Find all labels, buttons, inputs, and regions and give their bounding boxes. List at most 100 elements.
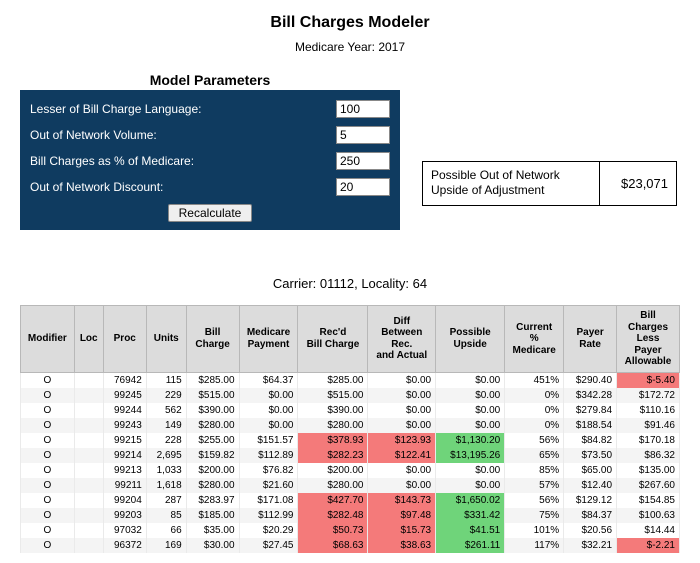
cell-recd: $50.73 xyxy=(298,523,368,538)
recalculate-button[interactable]: Recalculate xyxy=(168,204,253,222)
cell-mod: O xyxy=(21,463,75,478)
table-row: O992111,618$280.00$21.60$280.00$0.00$0.0… xyxy=(21,478,680,493)
page-title: Bill Charges Modeler xyxy=(20,14,680,32)
cell-upside: $331.42 xyxy=(436,508,505,523)
cell-upside: $0.00 xyxy=(436,478,505,493)
oon-discount-input[interactable] xyxy=(336,178,390,196)
cell-upside: $1,130.20 xyxy=(436,433,505,448)
lesser-input[interactable] xyxy=(336,100,390,118)
cell-pct: 85% xyxy=(505,463,564,478)
column-header: Proc xyxy=(103,306,146,373)
cell-pct: 56% xyxy=(505,433,564,448)
cell-proc: 99214 xyxy=(103,448,146,463)
cell-mod: O xyxy=(21,508,75,523)
cell-less: $110.16 xyxy=(617,403,680,418)
cell-mod: O xyxy=(21,388,75,403)
cell-loc xyxy=(74,448,103,463)
cell-recd: $390.00 xyxy=(298,403,368,418)
cell-upside: $41.51 xyxy=(436,523,505,538)
cell-mod: O xyxy=(21,418,75,433)
cell-upside: $261.11 xyxy=(436,538,505,553)
cell-proc: 99211 xyxy=(103,478,146,493)
cell-payer: $342.28 xyxy=(564,388,617,403)
cell-payer: $32.21 xyxy=(564,538,617,553)
cell-medpay: $0.00 xyxy=(239,388,298,403)
cell-medpay: $171.08 xyxy=(239,493,298,508)
cell-bill: $283.97 xyxy=(186,493,239,508)
cell-pct: 75% xyxy=(505,508,564,523)
cell-units: 149 xyxy=(146,418,186,433)
cell-proc: 99203 xyxy=(103,508,146,523)
cell-units: 228 xyxy=(146,433,186,448)
cell-payer: $12.40 xyxy=(564,478,617,493)
pct-medicare-label: Bill Charges as % of Medicare: xyxy=(30,154,194,168)
cell-proc: 99215 xyxy=(103,433,146,448)
cell-medpay: $21.60 xyxy=(239,478,298,493)
oon-volume-input[interactable] xyxy=(336,126,390,144)
cell-loc xyxy=(74,403,103,418)
upside-label: Possible Out of Network Upside of Adjust… xyxy=(423,162,600,205)
cell-upside: $13,195.26 xyxy=(436,448,505,463)
cell-bill: $185.00 xyxy=(186,508,239,523)
cell-recd: $282.48 xyxy=(298,508,368,523)
cell-loc xyxy=(74,372,103,388)
cell-loc xyxy=(74,418,103,433)
cell-bill: $30.00 xyxy=(186,538,239,553)
cell-less: $172.72 xyxy=(617,388,680,403)
cell-proc: 99244 xyxy=(103,403,146,418)
cell-medpay: $0.00 xyxy=(239,403,298,418)
cell-medpay: $76.82 xyxy=(239,463,298,478)
cell-less: $91.46 xyxy=(617,418,680,433)
cell-medpay: $112.99 xyxy=(239,508,298,523)
table-row: O 9920385$185.00$112.99$282.48$97.48$331.… xyxy=(21,508,680,523)
cell-recd: $68.63 xyxy=(298,538,368,553)
params-heading: Model Parameters xyxy=(20,72,400,88)
cell-upside: $0.00 xyxy=(436,463,505,478)
cell-units: 85 xyxy=(146,508,186,523)
cell-less: $-2.21 xyxy=(617,538,680,553)
cell-loc xyxy=(74,433,103,448)
cell-diff: $97.48 xyxy=(368,508,436,523)
cell-less: $267.60 xyxy=(617,478,680,493)
cell-proc: 96372 xyxy=(103,538,146,553)
cell-loc xyxy=(74,523,103,538)
cell-units: 2,695 xyxy=(146,448,186,463)
cell-mod: O xyxy=(21,433,75,448)
cell-medpay: $27.45 xyxy=(239,538,298,553)
cell-pct: 101% xyxy=(505,523,564,538)
cell-diff: $0.00 xyxy=(368,388,436,403)
cell-pct: 65% xyxy=(505,448,564,463)
cell-loc xyxy=(74,388,103,403)
cell-bill: $35.00 xyxy=(186,523,239,538)
cell-bill: $515.00 xyxy=(186,388,239,403)
cell-loc xyxy=(74,493,103,508)
cell-diff: $122.41 xyxy=(368,448,436,463)
cell-pct: 0% xyxy=(505,388,564,403)
cell-recd: $515.00 xyxy=(298,388,368,403)
cell-recd: $280.00 xyxy=(298,418,368,433)
cell-pct: 0% xyxy=(505,418,564,433)
cell-diff: $15.73 xyxy=(368,523,436,538)
column-header: Loc xyxy=(74,306,103,373)
cell-upside: $1,650.02 xyxy=(436,493,505,508)
pct-medicare-input[interactable] xyxy=(336,152,390,170)
cell-medpay: $64.37 xyxy=(239,372,298,388)
cell-recd: $280.00 xyxy=(298,478,368,493)
cell-medpay: $0.00 xyxy=(239,418,298,433)
cell-bill: $200.00 xyxy=(186,463,239,478)
cell-mod: O xyxy=(21,523,75,538)
cell-recd: $282.23 xyxy=(298,448,368,463)
cell-payer: $84.37 xyxy=(564,508,617,523)
column-header: BillCharge xyxy=(186,306,239,373)
column-header: Rec'dBill Charge xyxy=(298,306,368,373)
cell-proc: 76942 xyxy=(103,372,146,388)
cell-less: $86.32 xyxy=(617,448,680,463)
column-header: BillChargesLessPayerAllowable xyxy=(617,306,680,373)
table-row: O99243149$280.00$0.00$280.00$0.00$0.000%… xyxy=(21,418,680,433)
cell-payer: $279.84 xyxy=(564,403,617,418)
cell-pct: 57% xyxy=(505,478,564,493)
cell-units: 1,033 xyxy=(146,463,186,478)
cell-units: 229 xyxy=(146,388,186,403)
column-header: Current%Medicare xyxy=(505,306,564,373)
cell-units: 115 xyxy=(146,372,186,388)
